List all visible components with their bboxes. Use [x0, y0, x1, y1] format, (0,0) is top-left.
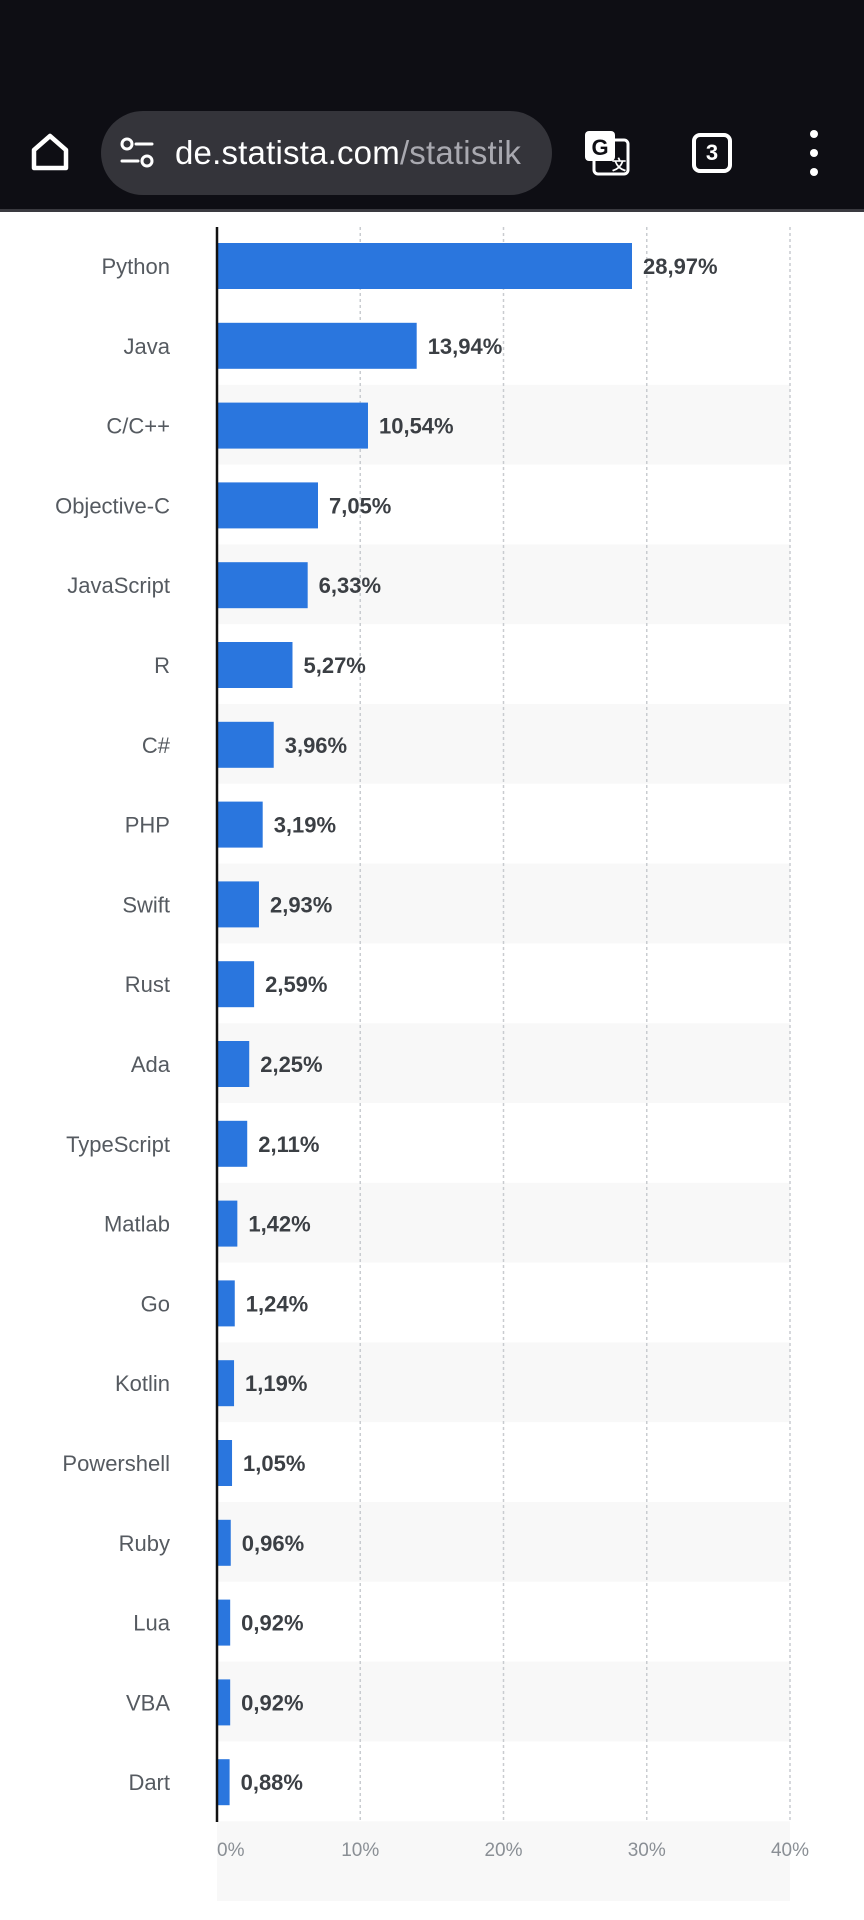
bar — [217, 1599, 231, 1646]
browser-toolbar: de.statista.com/statistik G 文 3 — [0, 0, 864, 212]
category-label: C/C++ — [106, 414, 170, 439]
category-label: VBA — [126, 1690, 170, 1715]
x-tick-label: 40% — [771, 1840, 809, 1861]
bar — [217, 721, 274, 768]
category-label: Ada — [131, 1052, 171, 1077]
category-label: Python — [102, 254, 171, 279]
category-label: Go — [141, 1291, 170, 1316]
home-icon — [31, 133, 69, 171]
bar — [217, 243, 632, 289]
value-label: 2,25% — [260, 1052, 322, 1077]
svg-text:文: 文 — [612, 157, 627, 173]
bar — [217, 1679, 231, 1726]
svg-text:G: G — [591, 135, 608, 160]
value-label: 2,93% — [270, 892, 332, 917]
bar — [217, 322, 417, 369]
value-label: 3,19% — [274, 813, 336, 838]
category-label: C# — [142, 733, 171, 758]
x-tick-label: 30% — [628, 1840, 666, 1861]
bar — [217, 1759, 230, 1806]
value-label: 2,11% — [258, 1132, 319, 1157]
category-label: Powershell — [62, 1451, 170, 1476]
category-label: Lua — [133, 1611, 170, 1636]
category-label: Dart — [128, 1770, 170, 1795]
value-label: 5,27% — [303, 653, 365, 678]
value-label: 0,92% — [241, 1690, 303, 1715]
bar — [217, 482, 318, 529]
category-label: Objective-C — [55, 493, 170, 518]
bar — [217, 1519, 231, 1566]
x-tick-label: 10% — [341, 1840, 379, 1861]
bar — [217, 1280, 235, 1327]
category-label: Ruby — [119, 1531, 170, 1556]
value-label: 13,94% — [428, 334, 503, 359]
bar — [217, 1120, 248, 1167]
x-tick-label: 0% — [217, 1840, 245, 1861]
category-label: R — [154, 653, 170, 678]
site-info-icon[interactable] — [117, 133, 157, 173]
value-label: 6,33% — [319, 573, 381, 598]
bar — [217, 801, 263, 848]
value-label: 1,42% — [248, 1212, 310, 1237]
url-text[interactable]: de.statista.com/statistik — [175, 134, 521, 172]
category-label: Rust — [125, 972, 170, 997]
bar-chart: Python 28,97% Java 13,94% C/C++ 10,54% Objecti… — [55, 227, 809, 1901]
bar — [217, 642, 293, 688]
bar — [217, 562, 308, 609]
home-button[interactable] — [22, 124, 78, 180]
value-label: 7,05% — [329, 493, 391, 518]
more-vert-icon[interactable] — [800, 130, 828, 176]
bar — [217, 881, 259, 928]
url-host: de.statista.com — [175, 134, 400, 171]
category-label: Java — [124, 334, 171, 359]
row-stripe — [217, 1821, 790, 1901]
value-label: 0,96% — [242, 1531, 304, 1556]
bar — [217, 1360, 235, 1407]
bar — [217, 961, 255, 1008]
value-label: 10,54% — [379, 414, 454, 439]
x-tick-label: 20% — [484, 1840, 522, 1861]
category-label: Kotlin — [115, 1371, 170, 1396]
bar — [217, 402, 368, 449]
value-label: 1,19% — [245, 1371, 307, 1396]
bar — [217, 1440, 233, 1486]
value-label: 1,05% — [243, 1451, 305, 1476]
address-bar[interactable]: de.statista.com/statistik — [101, 111, 552, 195]
bar — [217, 1041, 250, 1087]
category-label: TypeScript — [66, 1132, 170, 1157]
value-label: 2,59% — [265, 972, 327, 997]
value-label: 0,88% — [241, 1770, 303, 1795]
value-label: 3,96% — [285, 733, 347, 758]
value-label: 28,97% — [643, 254, 718, 279]
translate-button[interactable]: G 文 — [580, 126, 634, 180]
translate-icon: G 文 — [585, 131, 630, 176]
value-label: 1,24% — [246, 1291, 308, 1316]
category-label: PHP — [125, 813, 170, 838]
value-label: 0,92% — [241, 1611, 303, 1636]
tab-count: 3 — [705, 140, 719, 165]
category-label: Swift — [122, 892, 170, 917]
bar — [217, 1200, 238, 1247]
category-label: Matlab — [104, 1212, 170, 1237]
tab-switcher-button[interactable]: 3 — [692, 133, 732, 173]
url-path: /statistik — [399, 134, 522, 171]
category-label: JavaScript — [67, 573, 170, 598]
